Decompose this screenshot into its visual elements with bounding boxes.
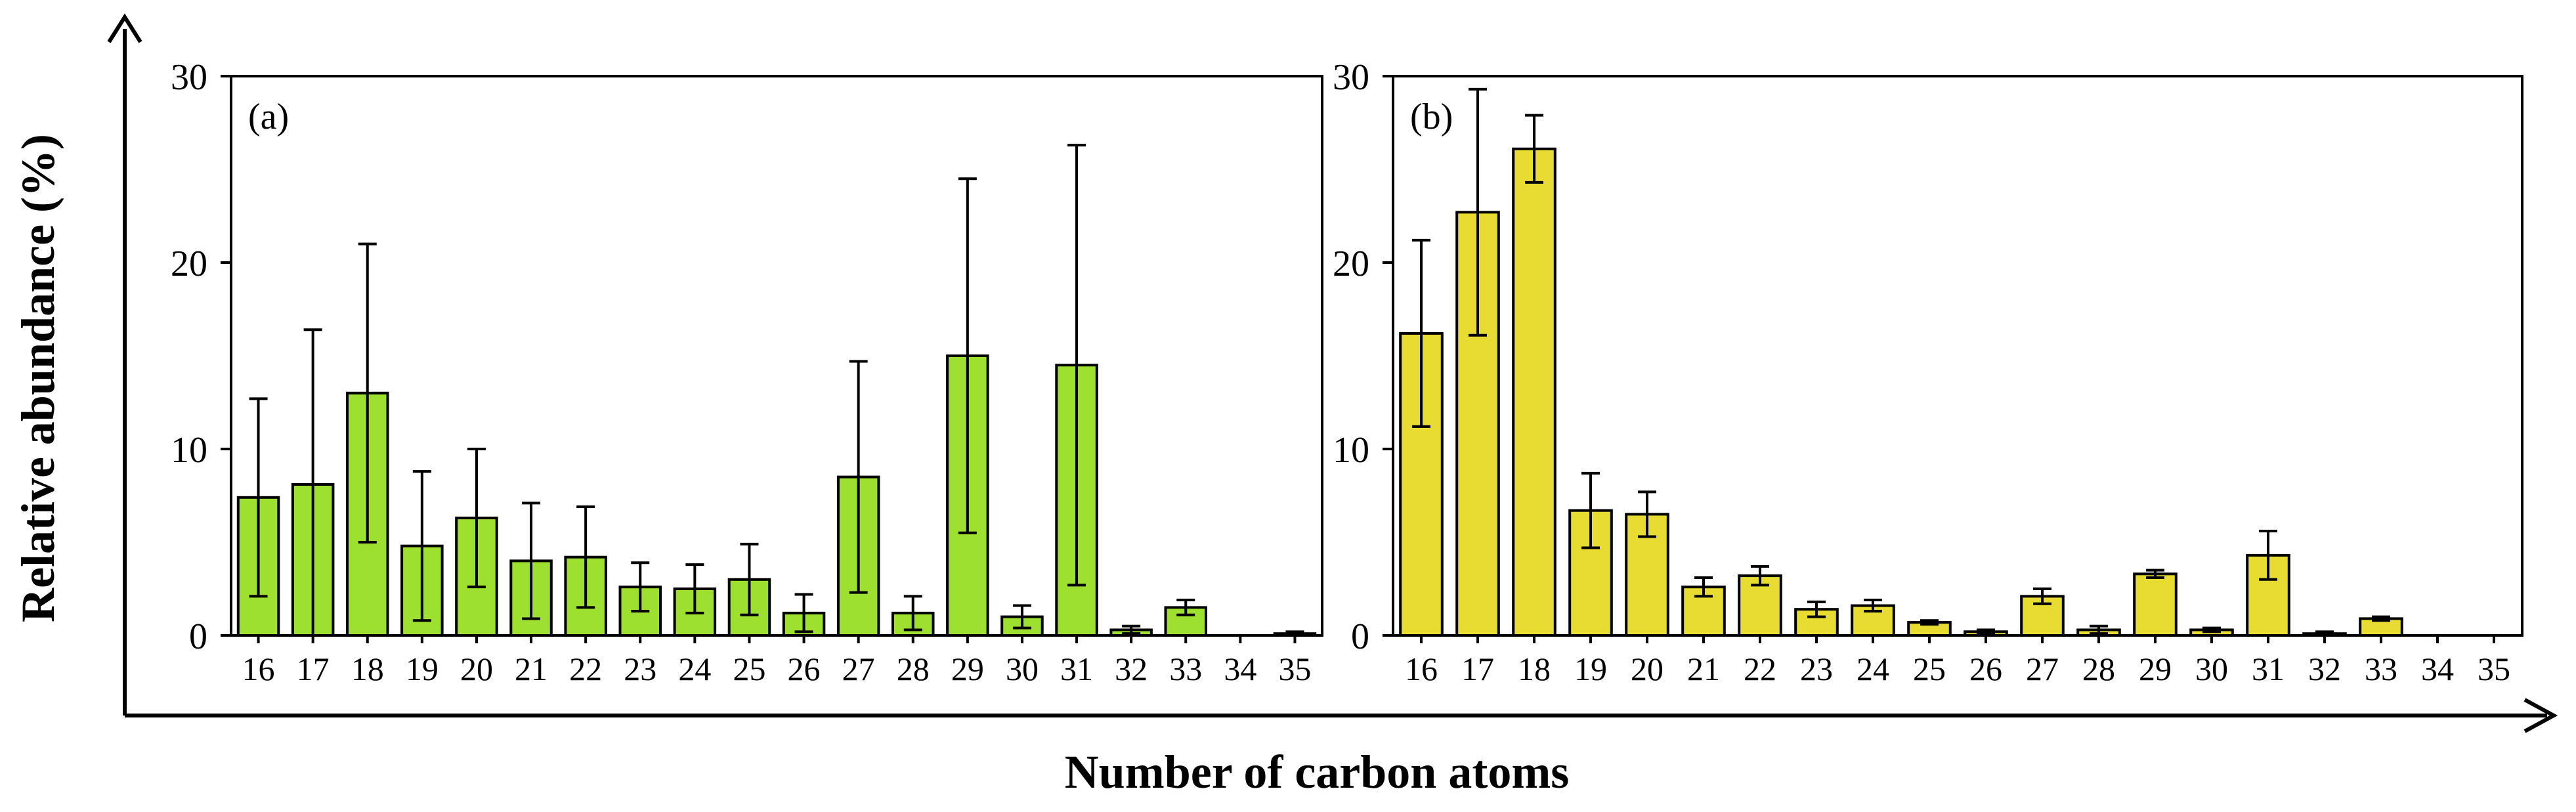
y-tick-label: 0	[189, 616, 207, 657]
error-bar	[1977, 628, 1995, 635]
x-tick-label: 28	[897, 651, 930, 687]
x-tick-label: 16	[1405, 651, 1438, 687]
error-bar	[1067, 144, 1086, 587]
x-tick-label: 20	[460, 651, 493, 687]
x-tick-label: 17	[297, 651, 330, 687]
x-tick-label: 26	[788, 651, 821, 687]
error-bar	[2202, 626, 2221, 633]
x-tick-label: 18	[1518, 651, 1551, 687]
error-bar	[740, 542, 759, 616]
error-bar	[1864, 599, 1882, 613]
x-axis-title: Number of carbon atoms	[1065, 746, 1570, 798]
error-bar	[1751, 565, 1769, 587]
x-tick-label: 27	[2026, 651, 2059, 687]
outer-x-axis-arrowhead	[2523, 698, 2558, 733]
x-tick-label: 34	[2421, 651, 2454, 687]
x-tick-label: 23	[1800, 651, 1833, 687]
x-tick-label: 28	[2082, 651, 2115, 687]
y-tick-label: 30	[1333, 57, 1369, 98]
x-tick-label: 30	[2195, 651, 2228, 687]
bar	[2133, 572, 2178, 637]
x-tick-label: 31	[2252, 651, 2285, 687]
error-bar	[358, 242, 377, 544]
x-tick-label: 25	[1913, 651, 1946, 687]
error-bar	[958, 177, 977, 534]
error-bar	[1525, 114, 1543, 184]
error-bar	[1694, 576, 1713, 598]
error-bar	[1920, 619, 1939, 626]
x-tick-label: 24	[678, 651, 711, 687]
error-bar	[685, 563, 704, 614]
x-tick-label: 32	[2308, 651, 2341, 687]
x-tick-label: 22	[1744, 651, 1776, 687]
error-bar	[849, 360, 868, 594]
error-bar	[2259, 529, 2277, 581]
panel-label: (a)	[248, 96, 289, 137]
x-tick-label: 19	[406, 651, 439, 687]
bar	[1512, 147, 1556, 637]
plot-frame	[1392, 75, 2523, 637]
x-tick-label: 27	[842, 651, 875, 687]
error-bar	[249, 397, 268, 598]
x-tick-label: 21	[515, 651, 547, 687]
x-tick-label: 31	[1060, 651, 1093, 687]
panel-b: 16 17 18 19 20 21 22 23 24 25 26 27 28 29 30 31 32 33 34 35…	[1333, 57, 2523, 687]
error-bar	[1638, 490, 1656, 538]
y-tick-label: 10	[1333, 430, 1369, 471]
error-bar	[1122, 624, 1141, 635]
panel-a: 16 17 18 19 20 21 22 23 24 25 26 27 28 29 30 31 32 33 34 35…	[171, 57, 1323, 687]
panel-label: (b)	[1410, 96, 1453, 137]
x-tick-label: 33	[1169, 651, 1202, 687]
x-tick-label: 34	[1224, 651, 1256, 687]
x-tick-label: 25	[733, 651, 765, 687]
y-tick-label: 30	[171, 57, 207, 98]
error-bar	[794, 593, 813, 633]
error-bar	[1807, 600, 1826, 618]
x-tick-label: 29	[951, 651, 984, 687]
x-tick-label: 22	[569, 651, 602, 687]
outer-y-axis-arrowhead	[107, 13, 142, 43]
y-tick-label: 0	[1351, 616, 1369, 657]
plot-frame	[230, 75, 1323, 637]
x-tick-label: 20	[1631, 651, 1664, 687]
x-tick-label: 30	[1006, 651, 1039, 687]
x-tick-label: 32	[1115, 651, 1148, 687]
error-bar	[522, 502, 541, 620]
x-tick-label: 17	[1461, 651, 1494, 687]
x-tick-label: 23	[624, 651, 656, 687]
x-tick-label: 26	[1969, 651, 2002, 687]
x-tick-label: 21	[1687, 651, 1720, 687]
error-bar	[2146, 568, 2164, 579]
y-tick-label: 10	[171, 430, 207, 471]
error-bar	[631, 561, 650, 613]
outer-axes	[107, 13, 2558, 733]
error-bar	[2033, 588, 2051, 605]
error-bar	[1469, 87, 1487, 337]
x-tick-label: 35	[2478, 651, 2510, 687]
x-tick-label: 29	[2139, 651, 2172, 687]
y-tick-label: 20	[171, 244, 207, 284]
x-tick-label: 33	[2365, 651, 2397, 687]
error-bar	[2090, 624, 2108, 635]
x-tick-label: 19	[1574, 651, 1607, 687]
error-bar	[1412, 238, 1430, 428]
error-bar	[576, 505, 595, 609]
error-bar	[2372, 615, 2390, 622]
y-axis-title: Relative abundance (%)	[12, 134, 64, 622]
error-bar	[467, 448, 486, 589]
error-bar	[412, 470, 431, 622]
error-bar	[1012, 604, 1031, 630]
error-bar	[1581, 471, 1600, 549]
error-bar	[903, 595, 922, 631]
x-tick-label: 18	[351, 651, 384, 687]
y-tick-label: 20	[1333, 244, 1369, 284]
x-tick-label: 35	[1278, 651, 1311, 687]
x-tick-label: 24	[1857, 651, 1889, 687]
x-tick-label: 16	[242, 651, 275, 687]
error-bar	[1176, 599, 1195, 616]
